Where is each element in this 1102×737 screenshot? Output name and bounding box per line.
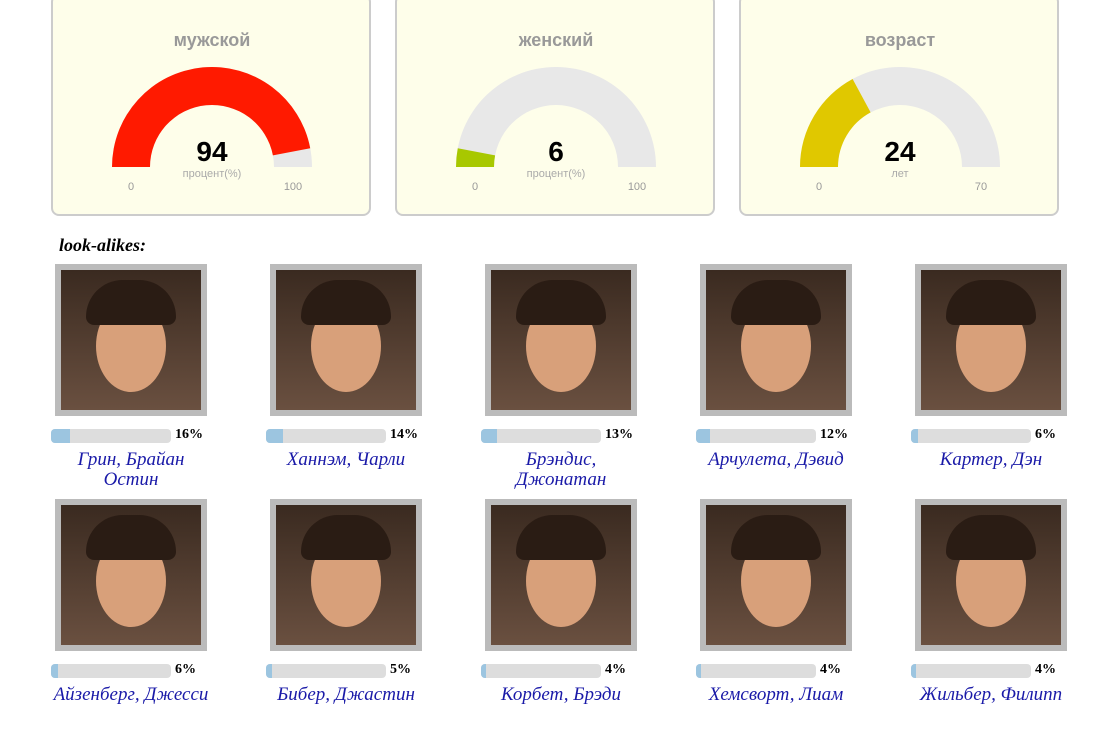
photo	[921, 270, 1061, 410]
hair	[516, 280, 606, 325]
person-name[interactable]: Хемсворт, Лиам	[708, 684, 844, 705]
similarity-bar	[696, 664, 816, 678]
photo	[61, 270, 201, 410]
similarity-bar	[696, 429, 816, 443]
hair	[516, 515, 606, 560]
similarity-label: 14%	[390, 427, 418, 442]
photo	[276, 505, 416, 645]
similarity-label: 13%	[605, 427, 633, 442]
person-name[interactable]: Бибер, Джастин	[277, 684, 415, 705]
hair	[946, 280, 1036, 325]
photo	[921, 505, 1061, 645]
person-name[interactable]: Арчулета, Дэвид	[708, 449, 844, 470]
gauge-max: 70	[975, 181, 987, 193]
similarity-label: 4%	[820, 662, 841, 677]
photo-frame	[700, 264, 852, 416]
person-name[interactable]: Ханнэм, Чарли	[286, 449, 406, 470]
gauge-value: 24	[884, 136, 916, 167]
gauge-value-arc	[799, 78, 871, 167]
photo	[706, 270, 846, 410]
similarity-label: 4%	[1035, 662, 1056, 677]
gauge-panel	[51, 0, 371, 216]
gauge-unit: процент(%)	[527, 168, 586, 180]
section-title: look-alikes:	[59, 235, 146, 255]
gauge-panel	[395, 0, 715, 216]
hair	[946, 515, 1036, 560]
hair	[86, 515, 176, 560]
similarity-bar	[911, 664, 1031, 678]
gauge-title: мужской	[174, 30, 251, 50]
similarity-bar	[911, 429, 1031, 443]
photo	[276, 270, 416, 410]
similarity-label: 5%	[390, 662, 411, 677]
photo	[706, 505, 846, 645]
hair	[731, 280, 821, 325]
photo	[61, 505, 201, 645]
gauge-track	[456, 67, 656, 167]
gauge-value: 94	[196, 136, 228, 167]
similarity-bar	[481, 429, 601, 443]
gauge-value-arc	[455, 148, 496, 167]
photo-frame	[485, 499, 637, 651]
person-name[interactable]: Брэндис, Джонатан	[515, 449, 607, 490]
similarity-bar	[51, 664, 171, 678]
person-name[interactable]: Жильбер, Филипп	[919, 684, 1063, 705]
gauge-unit: процент(%)	[183, 168, 242, 180]
similarity-fill	[51, 429, 71, 443]
gauge-title: возраст	[865, 30, 936, 50]
similarity-bar	[481, 664, 601, 678]
similarity-fill	[911, 429, 919, 443]
similarity-label: 16%	[175, 427, 203, 442]
similarity-fill	[266, 664, 272, 678]
similarity-label: 6%	[1035, 427, 1056, 442]
person-name[interactable]: Айзенберг, Джесси	[53, 684, 209, 705]
photo	[491, 505, 631, 645]
gauge-value-arc	[112, 66, 311, 167]
similarity-bar	[266, 429, 386, 443]
photo-frame	[270, 264, 422, 416]
gauge-value: 6	[548, 136, 564, 167]
hair	[731, 515, 821, 560]
photo-frame	[55, 499, 207, 651]
gauge-unit: лет	[891, 168, 908, 180]
photo-frame	[915, 499, 1067, 651]
similarity-fill	[51, 664, 59, 678]
gauge-min: 0	[816, 181, 822, 193]
similarity-label: 12%	[820, 427, 848, 442]
gauge-max: 100	[284, 181, 302, 193]
similarity-fill	[911, 664, 916, 678]
gauge-min: 0	[472, 181, 478, 193]
similarity-fill	[696, 664, 701, 678]
similarity-bar	[51, 429, 171, 443]
gauge-min: 0	[128, 181, 134, 193]
photo-frame	[270, 499, 422, 651]
photo-frame	[485, 264, 637, 416]
photo-frame	[700, 499, 852, 651]
hair	[301, 515, 391, 560]
similarity-fill	[481, 429, 497, 443]
hair	[86, 280, 176, 325]
gauge-panel	[739, 0, 1059, 216]
person-name[interactable]: Корбет, Брэди	[500, 684, 622, 705]
gauge-max: 100	[628, 181, 646, 193]
hair	[301, 280, 391, 325]
photo-frame	[915, 264, 1067, 416]
person-name[interactable]: Грин, Брайан Остин	[77, 449, 185, 490]
photo	[491, 270, 631, 410]
person-name[interactable]: Картер, Дэн	[939, 449, 1043, 470]
gauge-title: женский	[518, 30, 594, 50]
similarity-label: 4%	[605, 662, 626, 677]
photo-frame	[55, 264, 207, 416]
similarity-label: 6%	[175, 662, 196, 677]
similarity-fill	[266, 429, 283, 443]
similarity-fill	[481, 664, 486, 678]
similarity-fill	[696, 429, 711, 443]
similarity-bar	[266, 664, 386, 678]
